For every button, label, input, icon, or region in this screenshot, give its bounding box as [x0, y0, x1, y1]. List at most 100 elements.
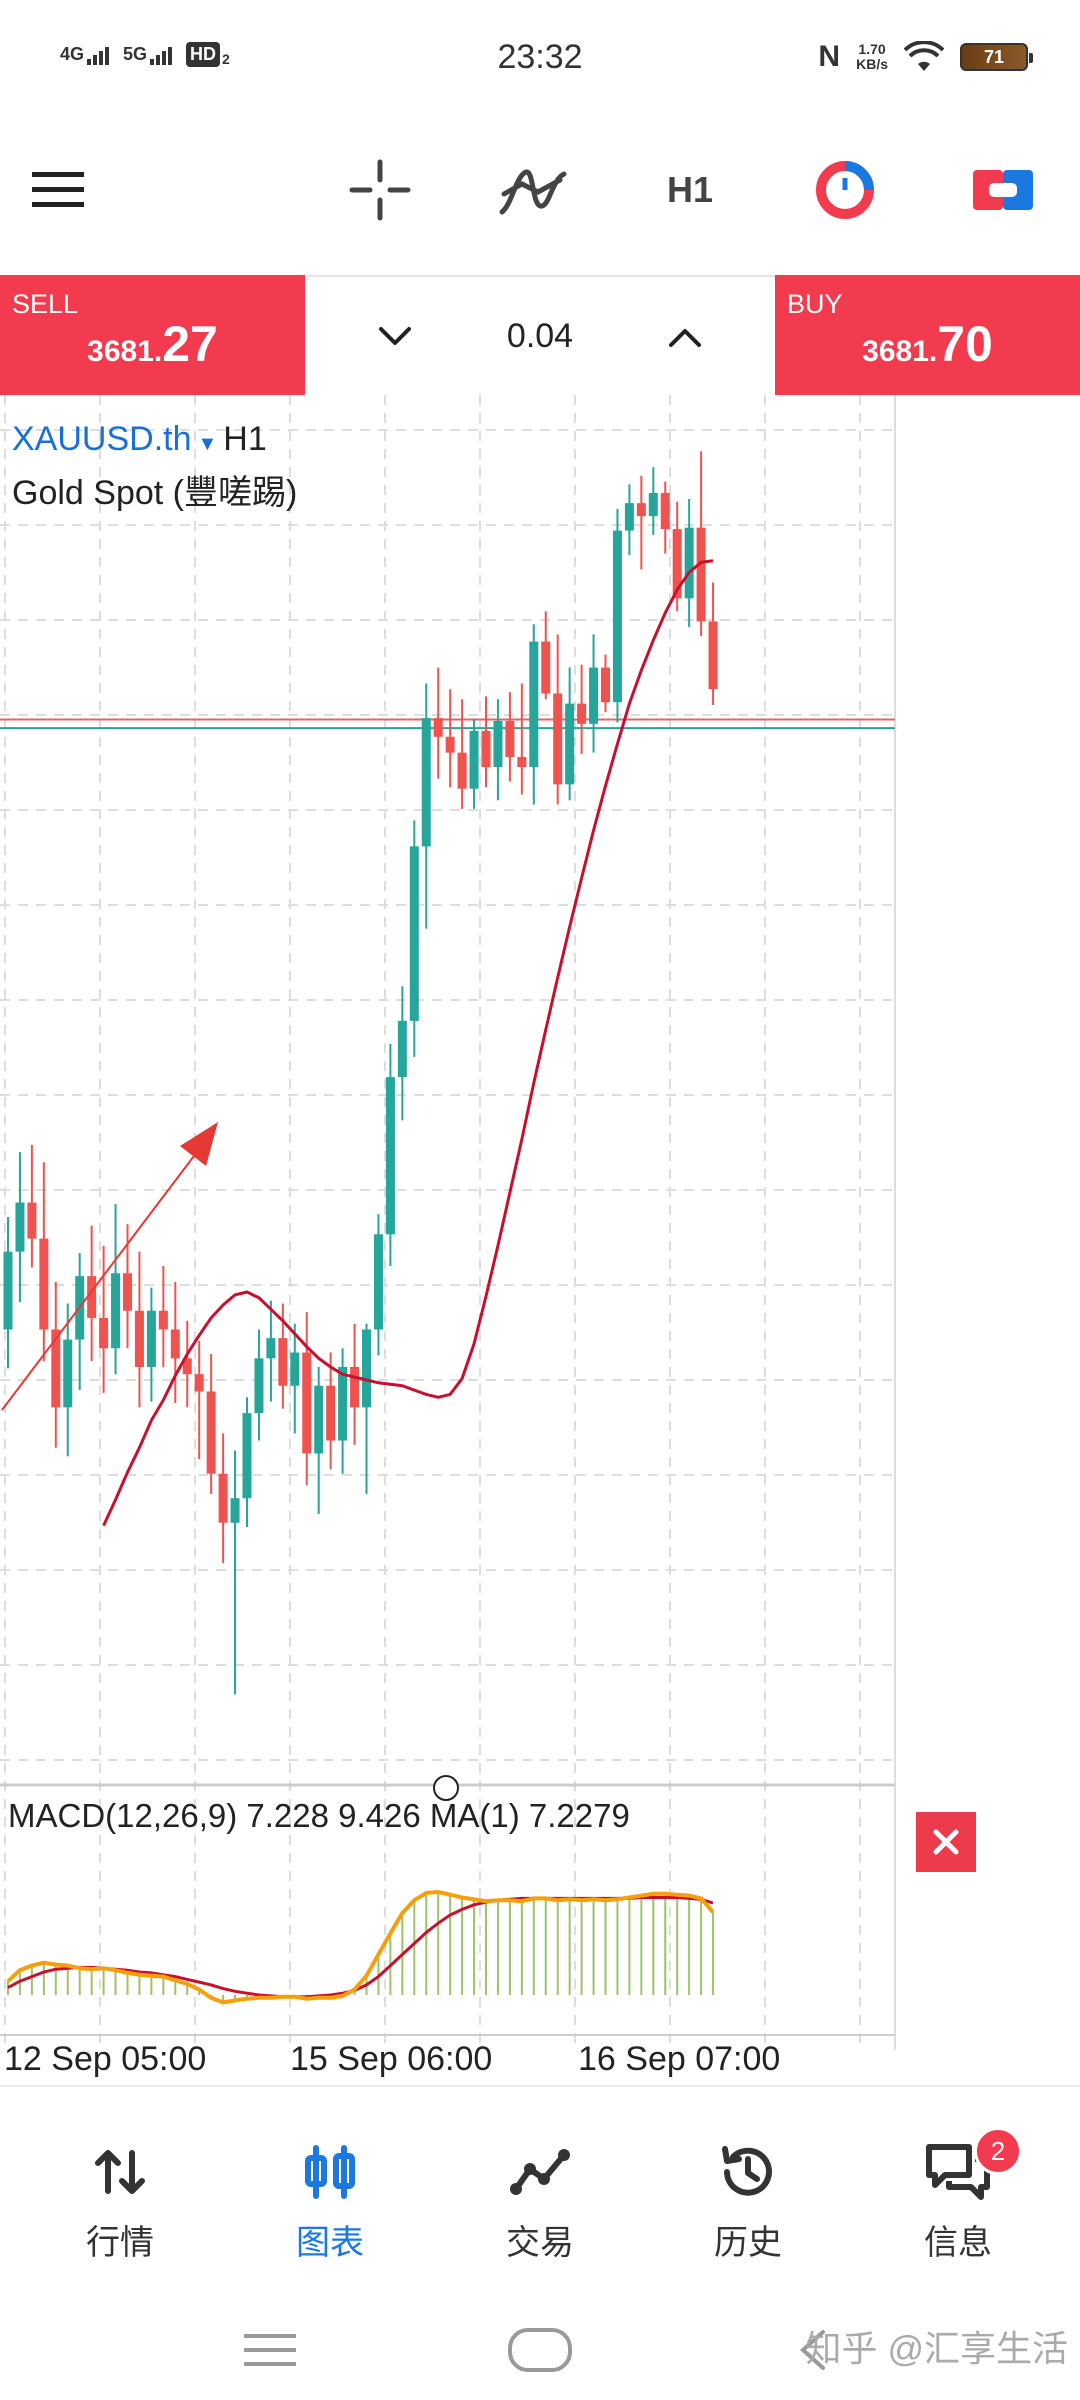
candle-body: [206, 1391, 216, 1474]
candle-body: [218, 1473, 228, 1523]
crosshair-icon[interactable]: [345, 155, 415, 225]
candle-body: [577, 703, 587, 724]
hd-icon: HD 2: [186, 42, 230, 67]
home-icon[interactable]: [505, 2320, 575, 2380]
candle-body: [290, 1352, 300, 1386]
candle-body: [278, 1338, 288, 1386]
nav-messages[interactable]: 2 信息: [858, 2127, 1058, 2277]
candle-body: [445, 736, 455, 753]
candle-body: [158, 1310, 168, 1330]
candle-body: [397, 1020, 407, 1078]
candle-body: [314, 1385, 324, 1454]
candle-body: [63, 1339, 73, 1408]
volume-value[interactable]: 0.04: [506, 317, 574, 355]
macd-main-line: [6, 1889, 715, 2005]
candle-body: [242, 1413, 252, 1499]
nav-trade[interactable]: 交易: [440, 2137, 640, 2277]
candle-body: [362, 1329, 371, 1408]
one-click-trade-bar: SELL 3681.27 0.04 BUY 3681.70: [0, 275, 1080, 395]
battery-icon: 71: [960, 43, 1033, 71]
candle-body: [708, 621, 718, 690]
trade-icon[interactable]: [810, 155, 880, 225]
candle-body: [123, 1273, 132, 1311]
volume-decrease-button[interactable]: [360, 302, 430, 372]
chart-toolbar: H1: [0, 125, 1080, 255]
candle-body: [660, 493, 670, 530]
trade-icon: [440, 2137, 640, 2207]
volume-control: 0.04: [305, 275, 775, 395]
signal-5g-icon: 5G: [123, 44, 173, 65]
candle-body: [636, 503, 646, 517]
price-chart[interactable]: [0, 0, 1080, 2085]
chart-icon: [230, 2137, 430, 2207]
back-icon[interactable]: [790, 2320, 840, 2380]
candle-body: [409, 846, 419, 1021]
nav-chart[interactable]: 图表: [230, 2137, 430, 2277]
clock: 23:32: [497, 38, 583, 76]
candle-body: [99, 1317, 109, 1349]
unread-badge: 2: [974, 2127, 1022, 2175]
candle-body: [182, 1358, 192, 1375]
candle-body: [469, 731, 479, 789]
history-icon: [648, 2137, 848, 2207]
indicators-icon[interactable]: [498, 155, 568, 225]
symbol-dropdown-icon[interactable]: ▼: [197, 433, 218, 455]
timeframe-button[interactable]: H1: [666, 169, 714, 210]
watermark: 知乎 @汇享生活: [805, 2328, 1068, 2369]
nav-history[interactable]: 历史: [648, 2137, 848, 2277]
candle-body: [457, 752, 467, 789]
moving-average-line: [102, 559, 714, 1527]
candle-body: [624, 503, 634, 531]
candle-body: [338, 1366, 348, 1441]
candle-body: [350, 1366, 360, 1408]
candle-body: [87, 1276, 97, 1318]
candle-body: [111, 1273, 121, 1349]
candle-body: [601, 667, 610, 703]
candle-body: [517, 756, 527, 768]
candle-body: [541, 641, 551, 694]
candle-body: [373, 1234, 383, 1330]
x-axis-label: 16 Sep 07:00: [578, 2040, 781, 2078]
sell-button[interactable]: SELL 3681.27: [0, 275, 305, 395]
symbol-label[interactable]: XAUUSD.th ▼ H1: [12, 420, 267, 458]
candle-body: [326, 1385, 336, 1441]
objects-icon[interactable]: [968, 155, 1038, 225]
candle-body: [15, 1202, 25, 1252]
menu-icon[interactable]: [28, 155, 88, 225]
nav-quotes[interactable]: 行情: [20, 2137, 220, 2277]
buy-button[interactable]: BUY 3681.70: [775, 275, 1080, 395]
candle-body: [648, 493, 658, 517]
candle-body: [684, 527, 694, 599]
bottom-navigation: 行情 图表 交易 历史 2 信息: [0, 2085, 1080, 2290]
candle-body: [696, 527, 706, 622]
candle-body: [27, 1202, 37, 1239]
candle-body: [3, 1251, 13, 1330]
candle-body: [194, 1374, 204, 1392]
trend-arrow-line: [1, 1147, 201, 1411]
signal-4g-icon: 4G: [60, 44, 110, 65]
candle-body: [230, 1498, 240, 1523]
volume-increase-button[interactable]: [650, 302, 720, 372]
candle-body: [481, 731, 491, 768]
x-axis-label: 12 Sep 05:00: [4, 2040, 207, 2078]
candle-body: [612, 530, 622, 703]
candle-body: [51, 1329, 61, 1408]
candle-body: [565, 703, 575, 785]
candle-body: [505, 720, 515, 757]
candle-body: [421, 718, 431, 847]
wifi-icon: [904, 41, 944, 71]
candle-body: [553, 693, 563, 785]
candle-body: [529, 641, 539, 768]
messages-icon: 2: [858, 2127, 1058, 2207]
candle-body: [254, 1358, 264, 1414]
symbol-description: Gold Spot (豐嗟踢): [12, 474, 298, 512]
recents-icon[interactable]: [240, 2320, 300, 2380]
x-axis-label: 15 Sep 06:00: [290, 2040, 493, 2078]
system-navigation: [0, 2290, 1080, 2400]
close-indicator-button[interactable]: [916, 1812, 976, 1872]
trend-arrow-head: [180, 1122, 218, 1166]
candle-body: [266, 1338, 276, 1359]
candle-body: [589, 667, 599, 724]
candle-body: [385, 1077, 395, 1235]
